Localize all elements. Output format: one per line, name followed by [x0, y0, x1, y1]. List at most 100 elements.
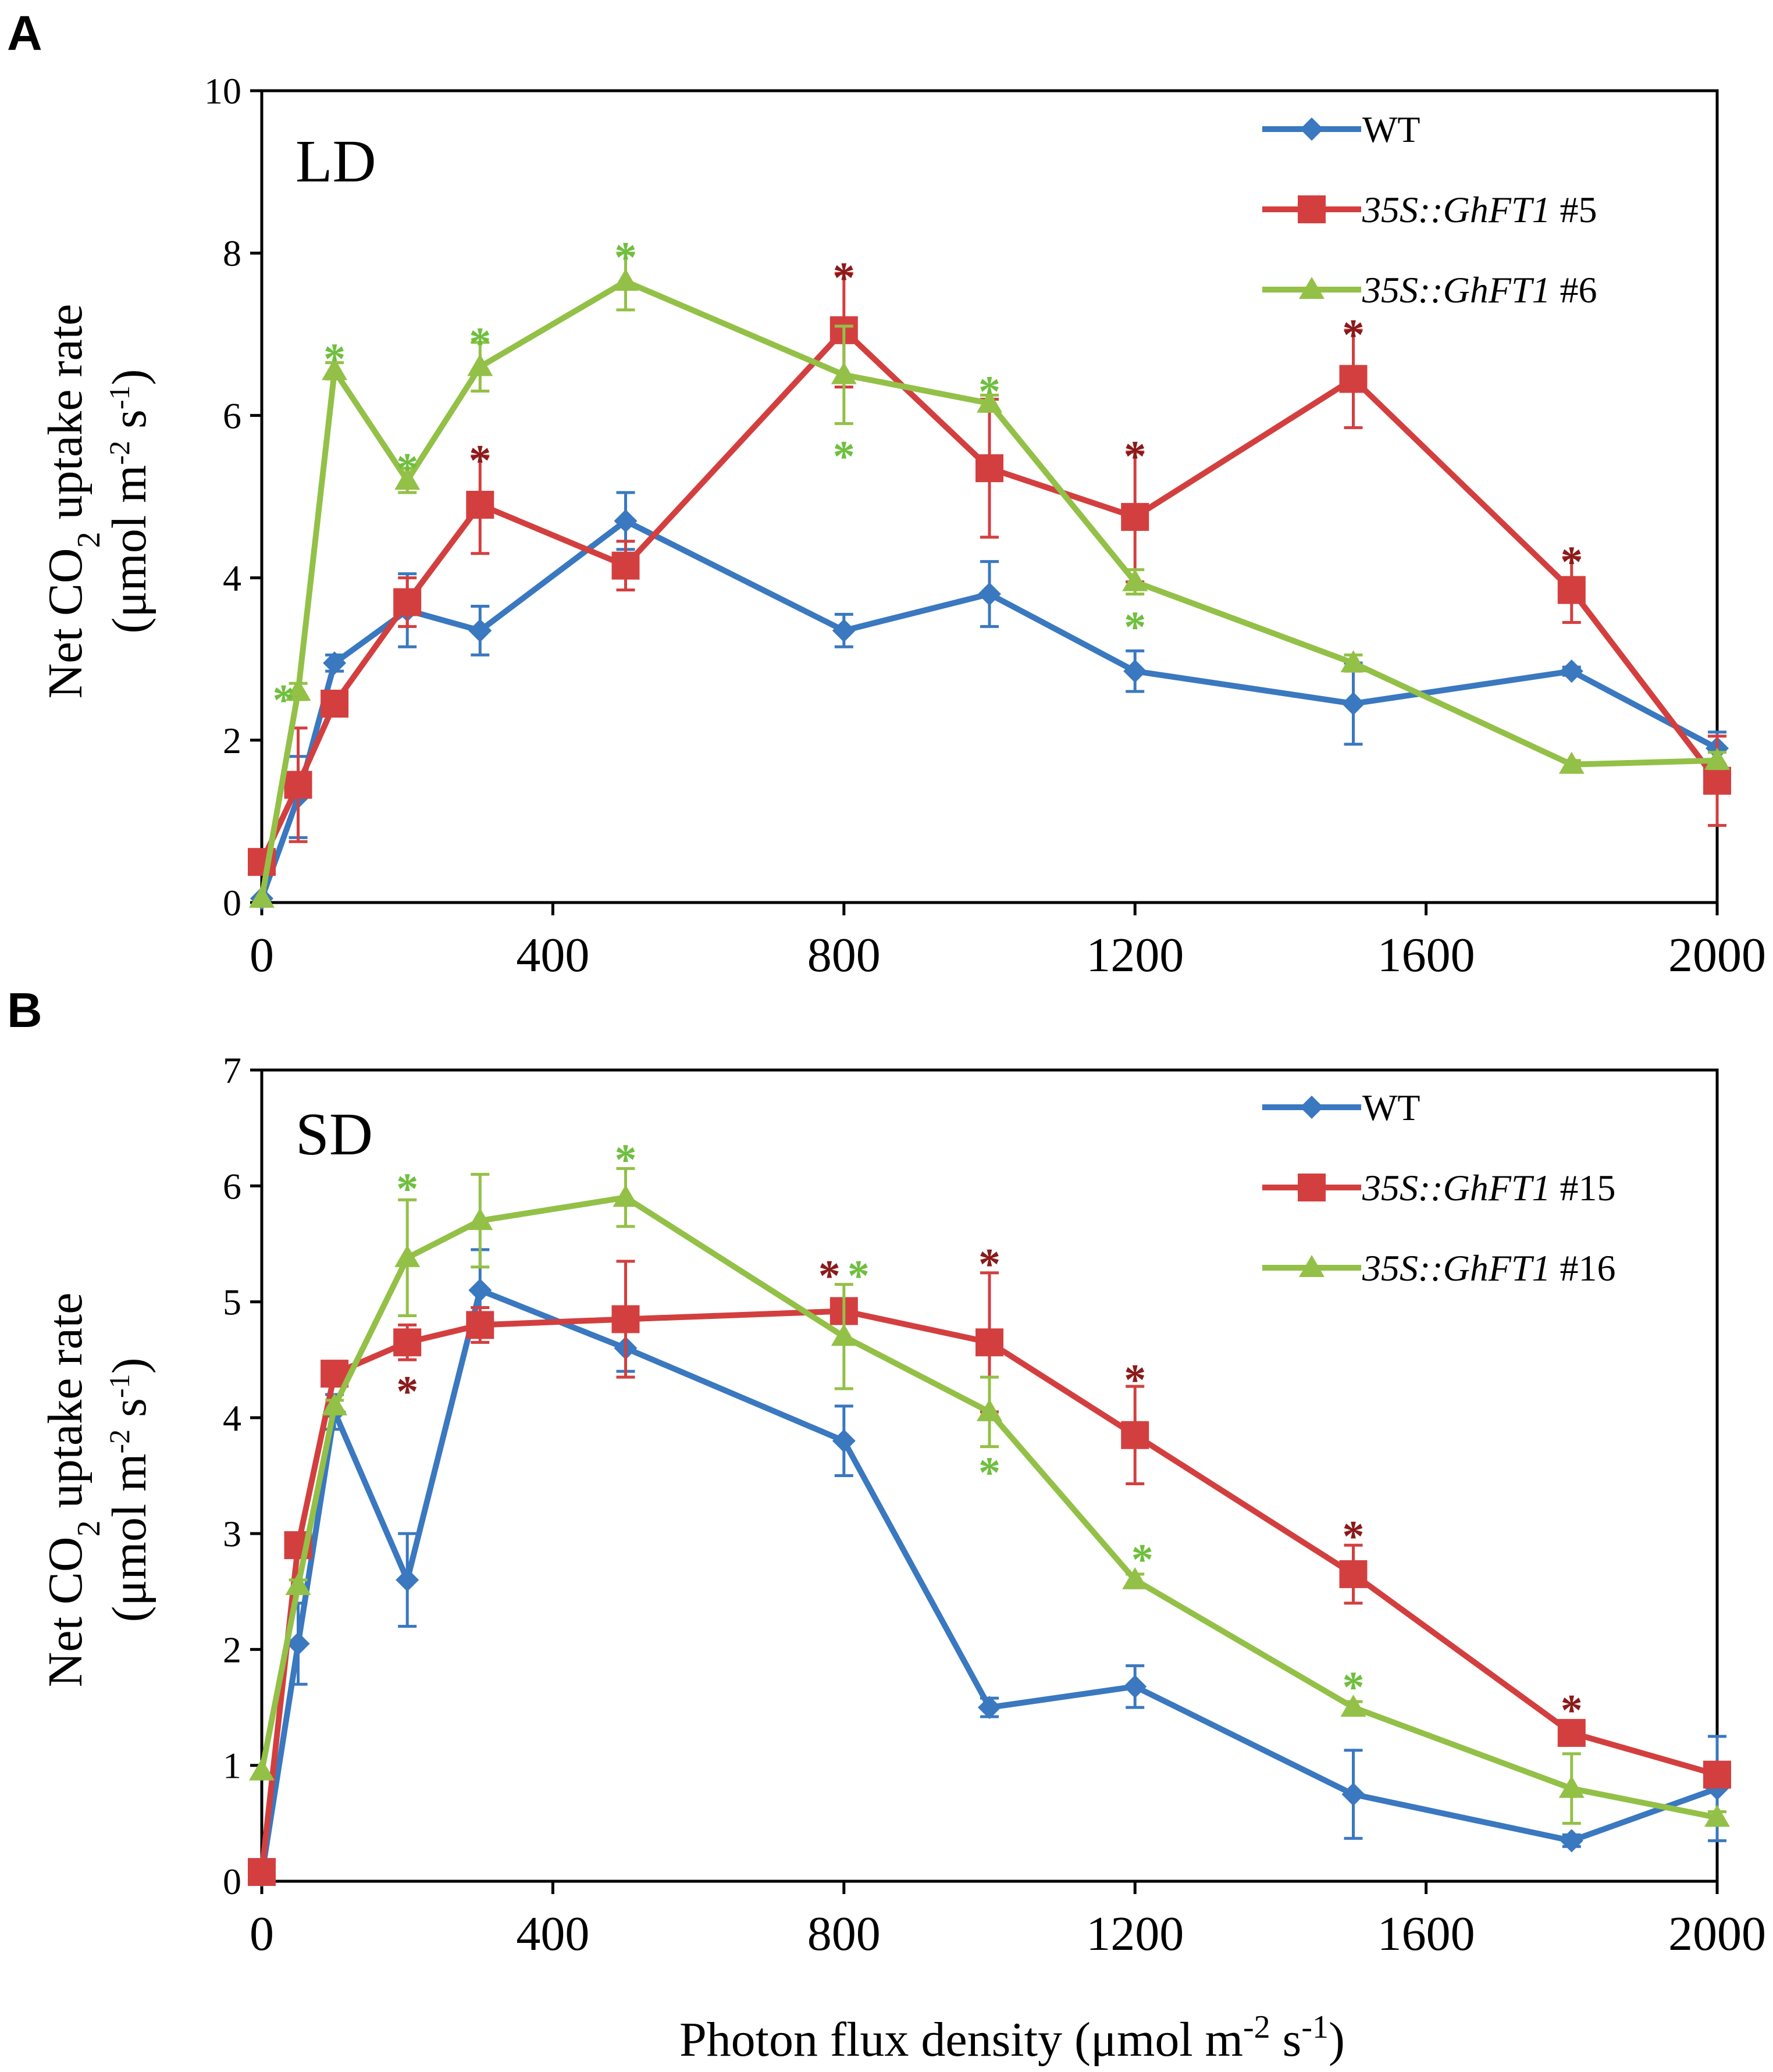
y-axis-title-line2: (μmol m-2 s-1) [102, 369, 156, 633]
data-point [978, 582, 1001, 606]
significance-star: * [848, 1251, 870, 1300]
data-point [468, 1278, 492, 1302]
significance-star: * [273, 676, 295, 725]
data-point [466, 490, 494, 519]
legend-marker [1299, 277, 1325, 299]
significance-star: * [1131, 1535, 1153, 1584]
data-point [1121, 1421, 1149, 1449]
data-point [286, 1632, 310, 1656]
data-point [249, 886, 275, 908]
data-point [285, 679, 311, 701]
significance-star: * [818, 1251, 841, 1300]
significance-star: * [833, 432, 855, 481]
series-line_a [248, 272, 1731, 876]
y-tick-label: 6 [223, 395, 241, 436]
data-point [1339, 365, 1368, 393]
y-axis-title-line1: Net CO2 uptake rate [38, 304, 107, 699]
data-point [975, 454, 1003, 483]
significance-star: * [833, 254, 855, 302]
data-point [1123, 1675, 1147, 1699]
significance-star: * [1343, 311, 1365, 359]
x-tick-label: 0 [250, 1907, 274, 1961]
data-point [323, 651, 347, 675]
significance-star: * [396, 444, 418, 493]
y-tick-label: 8 [223, 233, 241, 274]
significance-star: * [1343, 1663, 1365, 1711]
data-point [248, 1858, 276, 1886]
y-tick-label: 10 [204, 70, 241, 112]
y-tick-label: 6 [223, 1165, 241, 1207]
legend-item: 35S::GhFT1 #15 [1262, 1167, 1616, 1208]
data-point [394, 1244, 421, 1267]
y-tick-label: 4 [223, 558, 241, 599]
legend-marker [1299, 1255, 1325, 1277]
legend-item: WT [1262, 109, 1420, 150]
legend-label: 35S::GhFT1 #5 [1362, 189, 1597, 230]
significance-star: * [1124, 1356, 1146, 1404]
data-point [467, 354, 493, 376]
series-line [259, 1308, 1718, 1873]
significance-star: * [1343, 1512, 1365, 1561]
significance-star: * [323, 335, 346, 384]
y-tick-label: 3 [223, 1513, 241, 1554]
data-point [468, 619, 492, 643]
data-point [613, 1185, 639, 1207]
significance-star: * [396, 1164, 418, 1213]
significance-star: * [615, 1136, 637, 1185]
data-point [978, 1696, 1001, 1720]
x-tick-label: 800 [807, 1907, 881, 1961]
legend-marker [1298, 195, 1326, 223]
y-tick-label: 2 [223, 1629, 241, 1670]
data-point [1339, 1560, 1368, 1588]
significance-star: * [978, 1449, 1001, 1497]
data-point [393, 588, 422, 616]
data-point [284, 771, 312, 799]
significance-star: * [1124, 602, 1146, 651]
series-line_b [249, 251, 1730, 908]
data-point [832, 619, 856, 643]
x-tick-label: 800 [807, 928, 881, 982]
data-point [466, 1311, 494, 1339]
significance-star: * [978, 1240, 1001, 1289]
panel-b-y-axis-title: Net CO2 uptake rate (μmol m-2 s-1) [38, 1293, 156, 1688]
legend-label: 35S::GhFT1 #16 [1362, 1247, 1616, 1289]
series-line [259, 279, 1718, 899]
panel-b: B Net CO2 uptake rate (μmol m-2 s-1) SD … [7, 983, 1766, 1961]
data-point [394, 468, 421, 490]
series-line [259, 518, 1719, 900]
x-tick-label: 1200 [1086, 928, 1184, 982]
data-point [285, 1572, 311, 1595]
panel-a-letter: A [7, 6, 42, 60]
x-tick-label: 2000 [1668, 1907, 1766, 1961]
data-point [1558, 1775, 1585, 1798]
panel-b-condition-label: SD [296, 1101, 373, 1168]
x-tick-label: 0 [250, 928, 274, 982]
data-point [977, 1399, 1002, 1421]
panel-a: A Net CO2 uptake rate (μmol m-2 s-1) LD … [7, 6, 1766, 982]
data-point [1122, 569, 1148, 591]
data-point [1557, 1718, 1586, 1747]
y-tick-label: 5 [223, 1282, 241, 1323]
data-point [831, 362, 857, 384]
data-point [1557, 576, 1586, 604]
panel-a-condition-label: LD [296, 128, 376, 195]
data-point [1704, 747, 1730, 770]
data-point [611, 551, 640, 580]
data-point [1558, 751, 1585, 774]
data-point [1341, 691, 1365, 715]
legend-marker [1298, 1174, 1326, 1201]
y-tick-label: 0 [223, 1861, 241, 1902]
data-point [614, 509, 638, 533]
significance-star: * [396, 1367, 418, 1416]
significance-star: * [469, 436, 491, 485]
significance-star: * [978, 368, 1001, 416]
series-line [259, 1194, 1718, 1821]
data-point [1341, 1782, 1365, 1806]
data-point [832, 1429, 856, 1453]
data-point [1123, 659, 1147, 683]
x-tick-label: 400 [516, 1907, 589, 1961]
legend-marker [1300, 1096, 1323, 1119]
x-axis-title: Photon flux density (μmol m-2 s-1) [679, 2009, 1345, 2067]
data-point [1560, 659, 1583, 683]
